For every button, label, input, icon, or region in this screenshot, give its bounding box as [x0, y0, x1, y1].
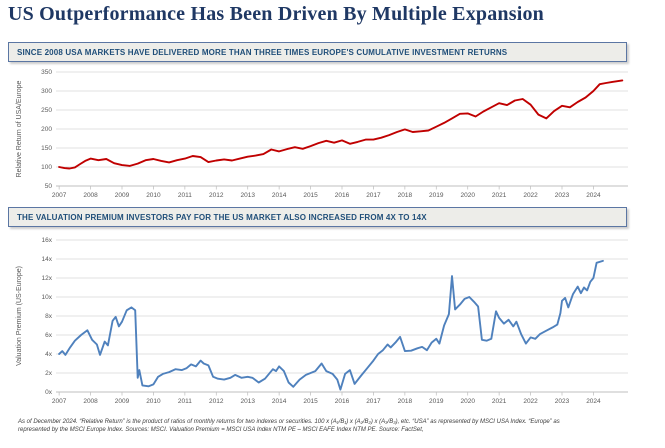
svg-text:150: 150: [41, 145, 52, 152]
svg-text:2008: 2008: [83, 398, 98, 405]
svg-text:2010: 2010: [146, 192, 161, 199]
svg-text:2014: 2014: [272, 192, 287, 199]
svg-text:2021: 2021: [492, 192, 507, 199]
svg-text:2019: 2019: [429, 398, 444, 405]
svg-text:2023: 2023: [555, 192, 570, 199]
svg-text:16x: 16x: [42, 237, 53, 244]
svg-text:50: 50: [45, 183, 53, 190]
svg-text:12x: 12x: [42, 275, 53, 282]
footnote-line-2: represented by the MSCI Europe Index. So…: [18, 426, 424, 433]
svg-text:2013: 2013: [240, 398, 255, 405]
svg-text:14x: 14x: [42, 256, 53, 263]
chart1-banner: SINCE 2008 USA MARKETS HAVE DELIVERED MO…: [8, 42, 627, 62]
svg-text:Relative Return of USA/Europe: Relative Return of USA/Europe: [16, 80, 23, 177]
svg-text:2008: 2008: [83, 192, 98, 199]
svg-text:2011: 2011: [178, 192, 192, 199]
svg-text:2018: 2018: [398, 192, 413, 199]
svg-text:2021: 2021: [492, 398, 507, 405]
svg-text:0x: 0x: [45, 389, 53, 396]
svg-text:2022: 2022: [523, 398, 538, 405]
svg-text:2012: 2012: [209, 192, 224, 199]
svg-text:2019: 2019: [429, 192, 444, 199]
svg-text:2024: 2024: [586, 192, 601, 199]
footnote: As of December 2024. “Relative Return” i…: [18, 419, 652, 434]
svg-text:2014: 2014: [272, 398, 287, 405]
svg-text:300: 300: [41, 88, 52, 95]
svg-text:2022: 2022: [523, 192, 538, 199]
svg-text:2x: 2x: [45, 370, 53, 377]
svg-text:350: 350: [41, 69, 52, 76]
svg-text:2015: 2015: [303, 192, 318, 199]
svg-text:2018: 2018: [398, 398, 413, 405]
svg-text:2010: 2010: [146, 398, 161, 405]
svg-text:200: 200: [41, 126, 52, 133]
svg-text:2023: 2023: [555, 398, 570, 405]
svg-text:2020: 2020: [460, 192, 475, 199]
svg-text:2017: 2017: [366, 192, 381, 199]
svg-text:2007: 2007: [52, 192, 67, 199]
svg-text:2009: 2009: [115, 192, 130, 199]
chart2-banner: THE VALUATION PREMIUM INVESTORS PAY FOR …: [8, 207, 627, 227]
svg-text:2007: 2007: [52, 398, 67, 405]
page-title: US Outperformance Has Been Driven By Mul…: [8, 3, 545, 25]
svg-text:8x: 8x: [45, 313, 53, 320]
svg-text:2016: 2016: [335, 398, 350, 405]
svg-text:6x: 6x: [45, 332, 53, 339]
svg-text:2020: 2020: [460, 398, 475, 405]
svg-text:250: 250: [41, 107, 52, 114]
svg-text:4x: 4x: [45, 351, 53, 358]
svg-text:2024: 2024: [586, 398, 601, 405]
svg-text:10x: 10x: [42, 294, 53, 301]
chart2-banner-text: THE VALUATION PREMIUM INVESTORS PAY FOR …: [17, 212, 427, 222]
footnote-line-1: As of December 2024. “Relative Return” i…: [18, 419, 560, 425]
valuation-premium-chart: 0x 2x 4x 6x 8x 10x 12x 14x 16x 2007 2008 2009 2010 20…: [16, 237, 628, 405]
svg-text:2012: 2012: [209, 398, 224, 405]
svg-text:Valuation Premium (US-Europe): Valuation Premium (US-Europe): [16, 266, 23, 366]
svg-text:2015: 2015: [303, 398, 318, 405]
chart1-banner-text: SINCE 2008 USA MARKETS HAVE DELIVERED MO…: [17, 47, 508, 57]
svg-text:2009: 2009: [115, 398, 130, 405]
svg-text:2011: 2011: [178, 398, 192, 405]
svg-text:2017: 2017: [366, 398, 381, 405]
svg-text:2013: 2013: [240, 192, 255, 199]
svg-text:100: 100: [41, 164, 52, 171]
relative-return-chart: 50 100 150 200 250 300 350 2007 2008 2009 2010 2011…: [16, 69, 628, 199]
svg-text:2016: 2016: [335, 192, 350, 199]
